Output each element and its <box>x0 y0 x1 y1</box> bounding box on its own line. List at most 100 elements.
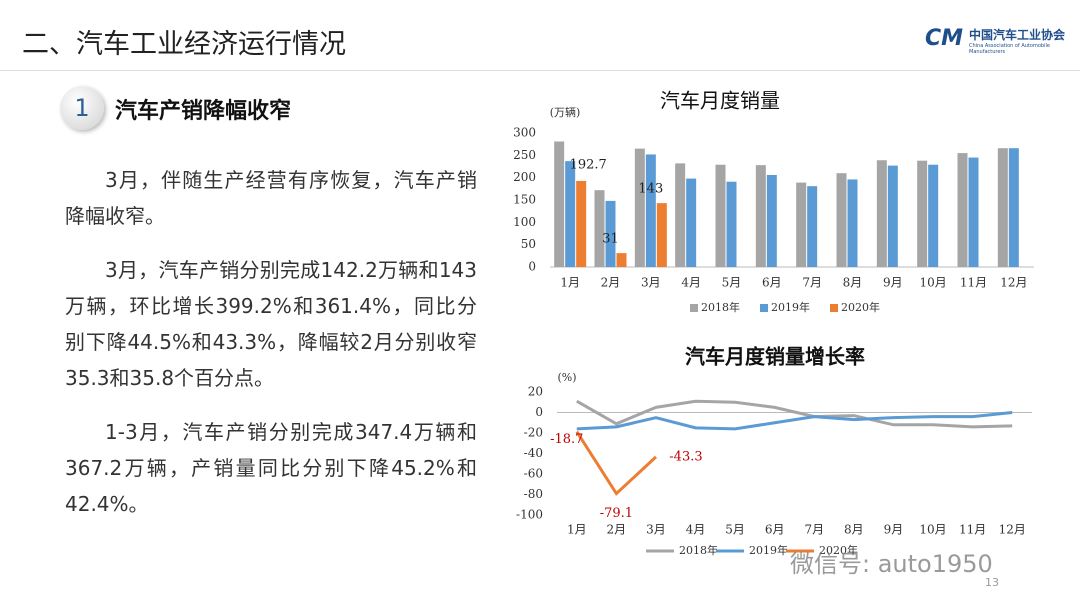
y-tick-label: 50 <box>521 237 536 251</box>
data-label: -18.7 <box>550 432 583 447</box>
watermark: 微信号: auto1950 <box>790 550 993 578</box>
bar <box>957 153 968 267</box>
bar <box>755 165 766 267</box>
y-tick-label: 300 <box>513 126 536 140</box>
y-tick-label: -100 <box>516 508 543 522</box>
x-tick-label: 1月 <box>560 276 580 290</box>
legend-label: 2019年 <box>771 300 810 314</box>
y-tick-label: 0 <box>528 260 536 274</box>
y-tick-label: 100 <box>513 215 536 229</box>
y-tick-label: -40 <box>524 446 543 460</box>
legend-label: 2019年 <box>749 543 788 557</box>
line <box>575 430 657 496</box>
legend-label: 2020年 <box>841 300 880 314</box>
bar <box>554 141 565 267</box>
bar <box>715 164 726 267</box>
bar <box>766 174 777 267</box>
x-tick-label: 3月 <box>646 523 666 537</box>
bar <box>686 178 697 267</box>
legend-swatch <box>760 304 768 312</box>
y-axis-label: (%) <box>557 371 576 384</box>
data-label: -43.3 <box>669 449 702 464</box>
logo-name: 中国汽车工业协会 <box>969 28 1066 42</box>
y-tick-label: 150 <box>513 193 536 207</box>
bar <box>645 154 656 267</box>
bar <box>675 163 686 267</box>
bar <box>847 179 858 267</box>
chart-title: 汽车月度销量增长率 <box>685 345 865 369</box>
y-tick-label: -20 <box>524 426 543 440</box>
x-tick-label: 7月 <box>802 276 822 290</box>
x-tick-label: 2月 <box>607 523 627 537</box>
bar <box>968 157 979 267</box>
y-tick-label: 0 <box>535 405 543 419</box>
x-tick-label: 4月 <box>686 523 706 537</box>
bar <box>876 160 887 267</box>
section-heading: 汽车产销降幅收窄 <box>115 99 292 124</box>
x-tick-label: 4月 <box>681 276 701 290</box>
bar <box>726 181 737 267</box>
paragraph: 1-3月，汽车产销分别完成347.4万辆和367.2万辆，产销量同比分别下降45… <box>65 420 477 516</box>
x-tick-label: 6月 <box>765 523 785 537</box>
body-text: 3月，伴随生产经营有序恢复，汽车产销降幅收窄。 3月，汽车产销分别完成142.2… <box>65 162 477 540</box>
x-tick-label: 7月 <box>804 523 824 537</box>
y-tick-label: 250 <box>513 148 536 162</box>
x-tick-label: 11月 <box>959 523 986 537</box>
x-tick-label: 5月 <box>725 523 745 537</box>
logo-english: China Association of Automobile Manufact… <box>969 43 1050 55</box>
bar <box>997 148 1008 267</box>
x-tick-label: 9月 <box>883 276 903 290</box>
x-tick-label: 12月 <box>1000 276 1027 290</box>
bar <box>928 164 939 267</box>
page-number: 13 <box>985 576 999 589</box>
bar <box>796 182 807 267</box>
y-axis-label: (万辆) <box>550 105 581 119</box>
bar <box>576 180 587 267</box>
x-tick-label: 9月 <box>884 523 904 537</box>
x-tick-label: 11月 <box>960 276 987 290</box>
logo-mark: CM <box>925 26 964 51</box>
slide-title: 二、汽车工业经济运行情况 <box>22 29 346 60</box>
bar <box>1008 148 1019 267</box>
chart-title: 汽车月度销量 <box>660 89 780 113</box>
bar <box>594 190 605 267</box>
bar <box>605 200 616 267</box>
bar <box>616 253 627 267</box>
bar <box>565 161 576 267</box>
paragraph: 3月，伴随生产经营有序恢复，汽车产销降幅收窄。 <box>65 168 477 228</box>
bar <box>887 165 898 267</box>
bar <box>634 148 645 267</box>
legend-swatch <box>830 304 838 312</box>
data-label: 192.7 <box>570 157 607 172</box>
x-tick-label: 5月 <box>722 276 742 290</box>
x-tick-label: 6月 <box>762 276 782 290</box>
legend-label: 2018年 <box>679 543 718 557</box>
data-label: -79.1 <box>600 506 633 521</box>
y-tick-label: 20 <box>528 385 543 399</box>
x-tick-label: 10月 <box>920 276 947 290</box>
line <box>576 399 1013 429</box>
bar <box>917 160 928 267</box>
x-tick-label: 12月 <box>999 523 1026 537</box>
x-tick-label: 1月 <box>567 523 587 537</box>
legend-swatch <box>690 304 698 312</box>
x-tick-label: 10月 <box>919 523 946 537</box>
line <box>576 411 1013 431</box>
y-tick-label: -60 <box>524 467 543 481</box>
bar <box>807 186 818 267</box>
x-tick-label: 8月 <box>844 523 864 537</box>
paragraph: 3月，汽车产销分别完成142.2万辆和143万辆，环比增长399.2%和361.… <box>65 258 477 390</box>
divider <box>0 70 1080 71</box>
bar <box>656 203 667 267</box>
y-tick-label: -80 <box>524 487 543 501</box>
x-tick-label: 3月 <box>641 276 661 290</box>
data-label: 143 <box>638 182 663 197</box>
x-tick-label: 8月 <box>843 276 863 290</box>
legend-label: 2020年 <box>819 543 858 557</box>
x-tick-label: 2月 <box>601 276 621 290</box>
logo: CM 中国汽车工业协会 China Association of Automob… <box>925 26 1080 55</box>
bar <box>836 173 847 267</box>
legend-label: 2018年 <box>701 300 740 314</box>
